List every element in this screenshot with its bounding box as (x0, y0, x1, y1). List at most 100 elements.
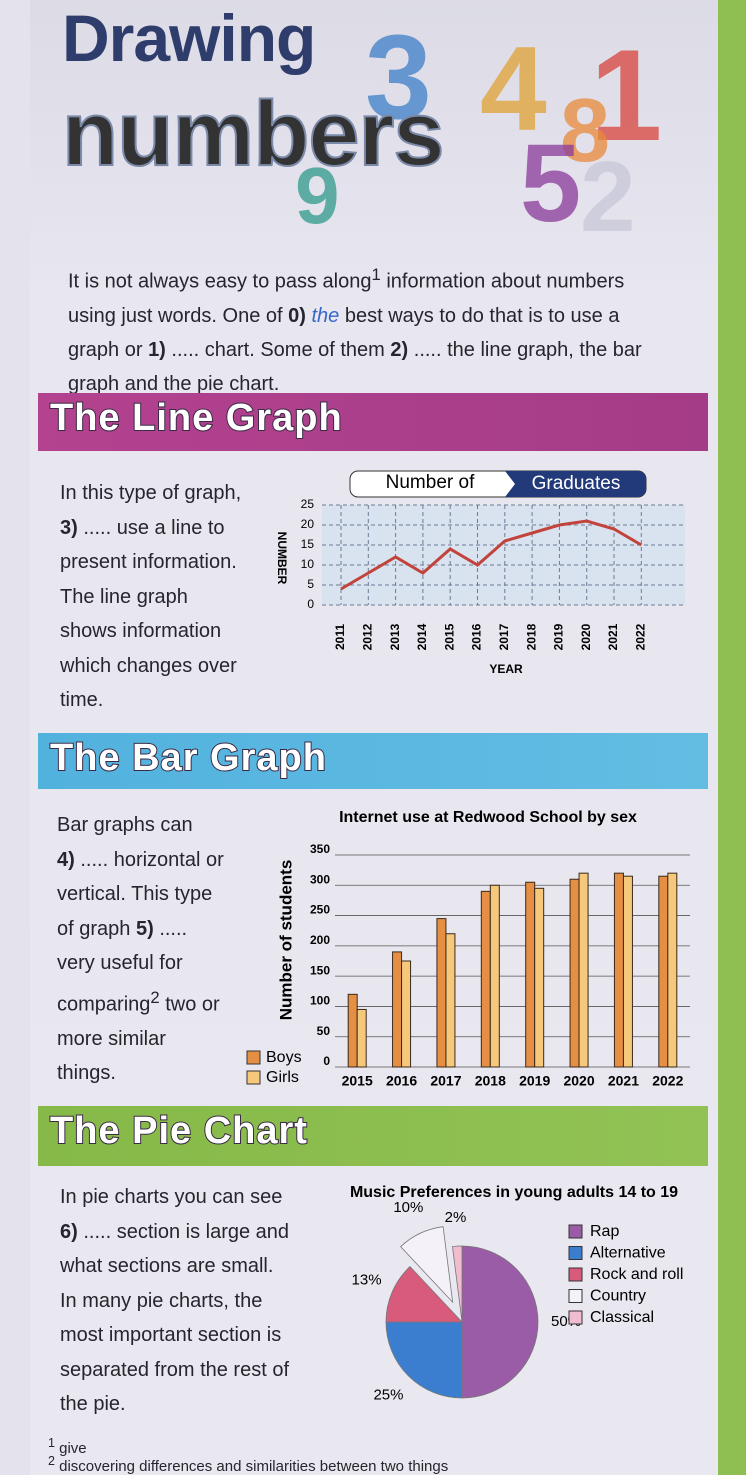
section-heading: The Pie Chart (49, 1109, 308, 1153)
legend-swatch (568, 1310, 583, 1325)
y-tick-label: 0 (307, 597, 314, 611)
deco-digit: 2 (580, 141, 636, 253)
deco-digit: 4 (480, 22, 547, 156)
legend-label: Boys (266, 1049, 302, 1066)
x-tick-label: 2018 (524, 623, 538, 650)
x-tick-label: 2022 (633, 623, 647, 650)
legend-swatch (568, 1267, 583, 1282)
section-text: Bar graphs can 4) ..... horizontal or ve… (57, 808, 224, 1091)
text: shows information (60, 620, 222, 642)
bar (480, 890, 491, 1068)
text: ..... (159, 917, 188, 940)
text: things. (57, 1062, 116, 1085)
chart-title: Music Preferences in young adults 14 to … (350, 1184, 678, 1201)
bar (401, 960, 412, 1068)
deco-digit: 3 (365, 10, 432, 144)
text: two or (165, 993, 220, 1016)
chart-title: Number of (386, 472, 475, 493)
legend-swatch (246, 1050, 261, 1065)
footnote-number: 1 (48, 1436, 55, 1450)
y-tick-label: 350 (310, 842, 330, 856)
title: Drawing (62, 1, 316, 75)
pie-slice (385, 1266, 463, 1323)
bar (392, 951, 403, 1068)
bar (356, 1008, 367, 1068)
text: more similar (57, 1027, 166, 1050)
footnote: 1 give (48, 1436, 87, 1457)
bar (525, 881, 536, 1068)
text: best ways to do that is to use a graph o… (68, 304, 620, 361)
x-tick-label: 2018 (475, 1073, 506, 1089)
text: time. (60, 689, 104, 711)
title: numbers (61, 82, 446, 186)
y-tick-label: 0 (323, 1054, 330, 1068)
y-tick-label: 200 (310, 933, 330, 947)
legend-swatch (568, 1224, 583, 1239)
footnote-text: discovering differences and similarities… (59, 1458, 449, 1475)
x-tick-label: 2022 (652, 1073, 683, 1089)
legend-label: Rap (590, 1223, 619, 1240)
bar (436, 918, 447, 1068)
footnote: 2 discovering differences and similariti… (48, 1454, 448, 1475)
x-tick-label: 2019 (519, 1073, 550, 1089)
y-tick-label: 100 (310, 994, 330, 1008)
x-tick-label: 2012 (360, 623, 374, 650)
value-label: 2% (445, 1209, 467, 1226)
text: Bar graphs can (57, 814, 193, 836)
text-line: of graph 5) ..... (57, 912, 224, 947)
legend-swatch (568, 1246, 583, 1260)
x-tick-label: 2011 (333, 624, 347, 650)
text: The line graph (60, 585, 188, 608)
footnote-ref: 1 (371, 265, 381, 284)
section-text: In pie charts you can see 6) ..... secti… (60, 1180, 289, 1422)
text-line: comparing2 two or (57, 981, 224, 1022)
text: of graph (57, 917, 131, 940)
text: which changes over (60, 654, 237, 677)
text: comparing (57, 993, 151, 1016)
x-tick-label: 2016 (386, 1073, 417, 1089)
pie-slice (400, 1226, 454, 1304)
x-tick-label: 2020 (563, 1073, 594, 1089)
gap-number: 3) (60, 516, 78, 539)
title-box-dark (505, 471, 646, 497)
gap-number: 5) (135, 917, 154, 940)
value-label: 10% (393, 1199, 423, 1216)
y-tick-label: 50 (317, 1024, 331, 1038)
answer: the (311, 304, 340, 327)
data-line (340, 519, 643, 591)
x-tick-label: 2013 (388, 623, 402, 650)
bar (445, 933, 456, 1068)
legend-label: Girls (266, 1069, 299, 1086)
y-axis-label: NUMBER (275, 532, 289, 585)
bar (347, 993, 358, 1068)
value-label: 13% (352, 1272, 382, 1289)
text-line: 4) ..... horizontal or (57, 843, 224, 878)
bar (578, 872, 589, 1068)
bar (667, 872, 678, 1068)
x-tick-label: 2020 (579, 623, 593, 650)
footnote-number: 2 (48, 1454, 55, 1468)
text: information about numbers using just wor… (68, 270, 625, 327)
deco-digit: 1 (590, 22, 663, 168)
section-heading: The Line Graph (49, 396, 343, 440)
page-edge (718, 0, 746, 1475)
x-tick-label: 2015 (442, 623, 456, 650)
gap-number: 1) (148, 338, 166, 361)
text-line: 6) ..... section is large and (60, 1215, 289, 1250)
x-tick-label: 2015 (342, 1073, 373, 1089)
gap-number: 4) (57, 848, 75, 871)
bar (569, 878, 580, 1068)
legend-swatch (246, 1070, 261, 1085)
x-tick-label: 2017 (497, 623, 511, 650)
y-tick-label: 15 (301, 537, 315, 551)
gap-number: 6) (60, 1220, 78, 1243)
section-band: The Bar Graph (38, 733, 708, 789)
text-line: 3) ..... use a line to (60, 511, 241, 546)
x-tick-label: 2016 (470, 623, 484, 650)
pie-slice (452, 1245, 463, 1323)
y-tick-label: 150 (310, 963, 330, 977)
pie-slice (461, 1245, 539, 1399)
deco-digit: 9 (295, 151, 340, 240)
legend-swatch (568, 1289, 583, 1303)
